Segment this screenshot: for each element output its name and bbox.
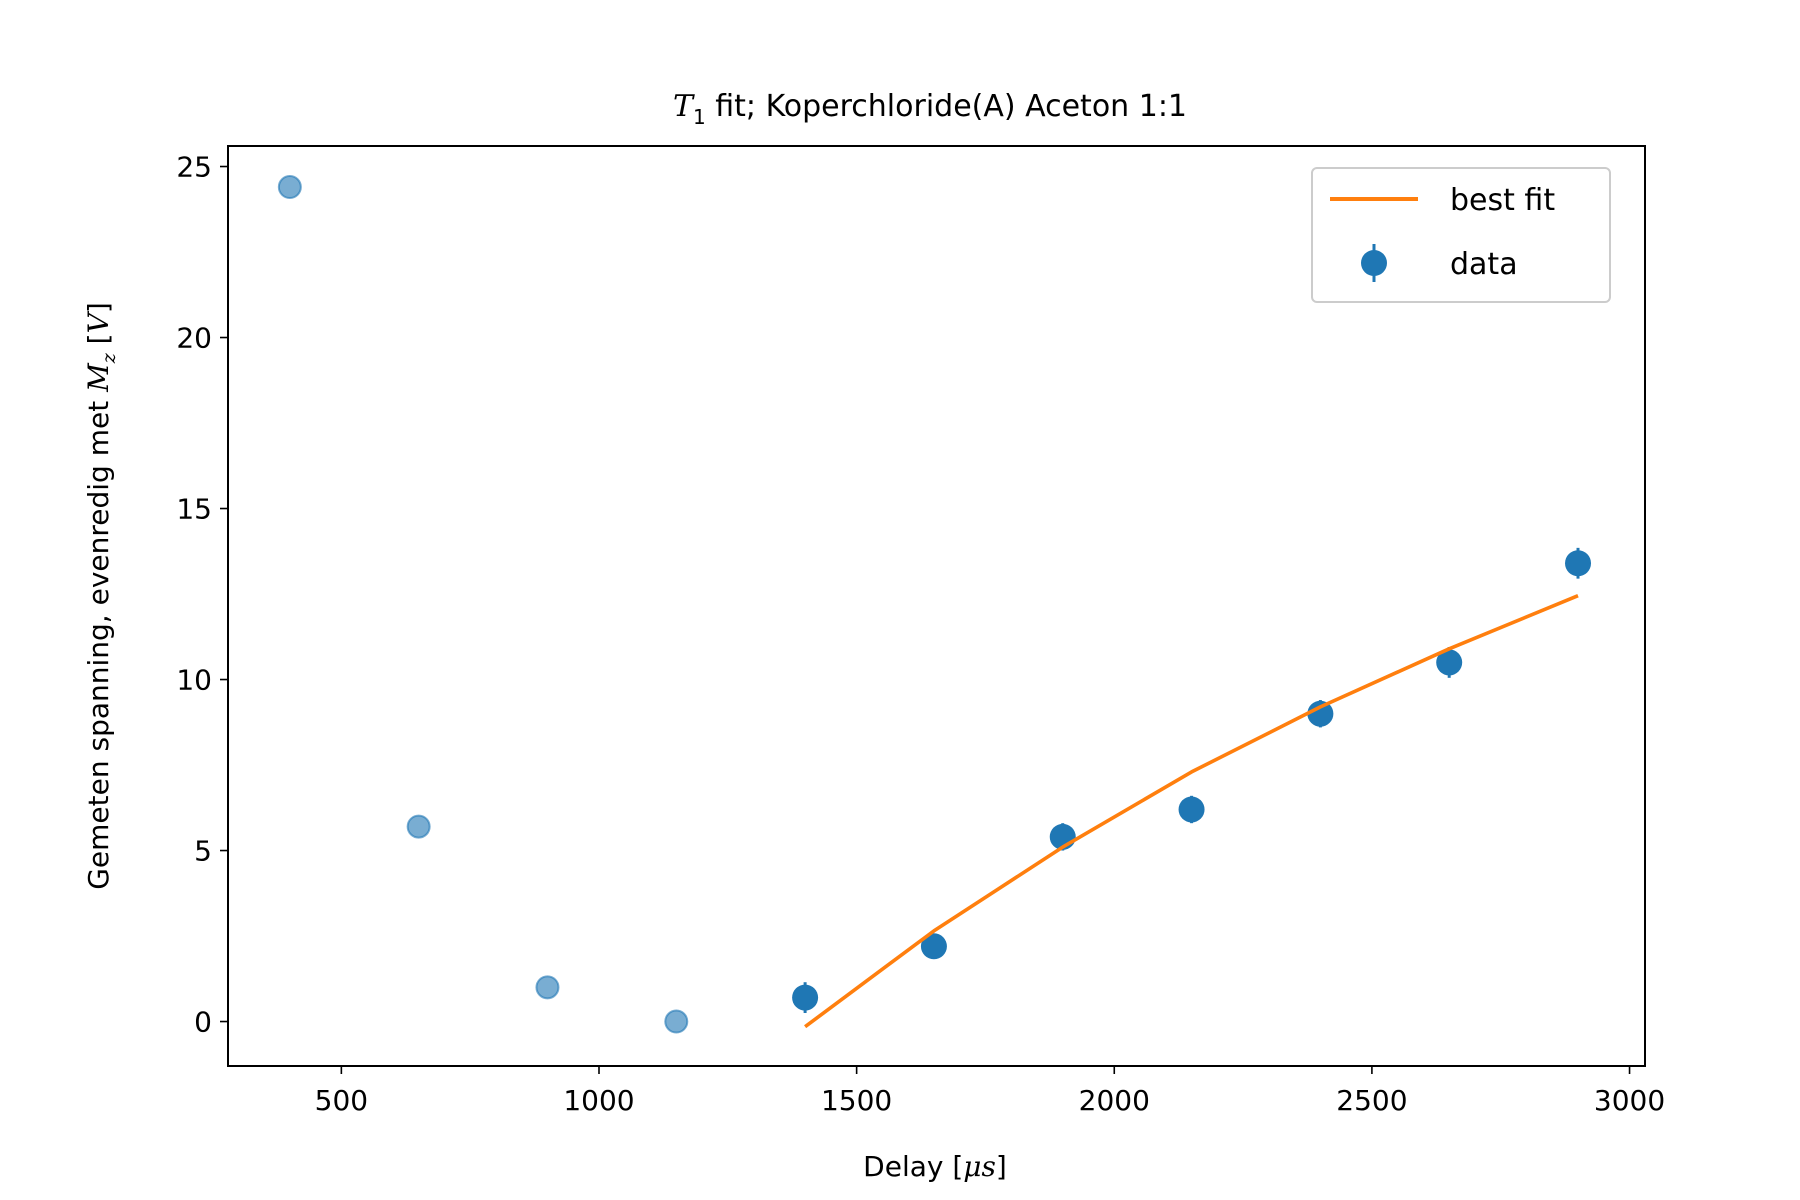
excluded-data-point xyxy=(406,814,431,839)
legend-point-swatch xyxy=(1361,250,1387,276)
excluded-data-point xyxy=(664,1009,689,1034)
y-tick-label: 20 xyxy=(176,322,212,355)
x-tick-label: 3000 xyxy=(1594,1084,1665,1117)
y-axis-label-symbol: M xyxy=(82,362,115,393)
axes-frame xyxy=(227,145,1646,1067)
x-axis-label-unit: μs xyxy=(963,1150,996,1183)
y-axis-label-unit: V xyxy=(82,310,115,333)
y-axis-label-after: [ xyxy=(82,333,115,353)
data-point xyxy=(1565,550,1592,577)
y-axis-label-before: Gemeten spanning, evenredig met xyxy=(82,392,115,890)
y-axis-label-subscript: z xyxy=(98,352,120,364)
legend-label-fit: best fit xyxy=(1450,183,1555,218)
y-tick-label: 25 xyxy=(176,151,212,184)
y-tick-label: 0 xyxy=(194,1006,212,1039)
x-tick-label: 1000 xyxy=(563,1084,634,1117)
y-tick-label: 10 xyxy=(176,664,212,697)
title-symbol: T xyxy=(673,89,695,124)
data-point xyxy=(920,933,947,960)
x-tick-label: 2500 xyxy=(1336,1084,1407,1117)
title-text: fit; Koperchloride(A) Aceton 1:1 xyxy=(706,89,1187,124)
best-fit-line xyxy=(804,594,1579,1029)
data-point xyxy=(792,984,819,1011)
data-point xyxy=(1307,700,1334,727)
x-tick-label: 2000 xyxy=(1079,1084,1150,1117)
chart-title: T1 fit; Koperchloride(A) Aceton 1:1 xyxy=(673,89,1187,129)
legend-label-data: data xyxy=(1450,247,1518,282)
excluded-data-point xyxy=(535,975,560,1000)
data-point xyxy=(1178,796,1205,823)
title-subscript: 1 xyxy=(693,105,706,129)
x-tick-label: 500 xyxy=(315,1084,368,1117)
excluded-data-point xyxy=(277,175,302,200)
x-axis-label-before: Delay [ xyxy=(863,1150,963,1183)
x-axis-label-after: ] xyxy=(996,1150,1007,1183)
data-point xyxy=(1436,649,1463,676)
y-axis-label: Gemeten spanning, evenredig met Mz [V] xyxy=(82,302,120,890)
legend-box xyxy=(1311,167,1611,303)
y-tick-label: 15 xyxy=(176,493,212,526)
y-axis-label-close: ] xyxy=(82,302,115,313)
x-axis-label: Delay [μs] xyxy=(863,1150,1007,1183)
x-tick-label: 1500 xyxy=(821,1084,892,1117)
y-tick-label: 5 xyxy=(194,835,212,868)
legend: best fit data xyxy=(1311,167,1611,303)
plot-area: 500 1000 1500 2000 2500 3000 0 5 10 15 20 25 best fi… xyxy=(176,145,1665,1117)
